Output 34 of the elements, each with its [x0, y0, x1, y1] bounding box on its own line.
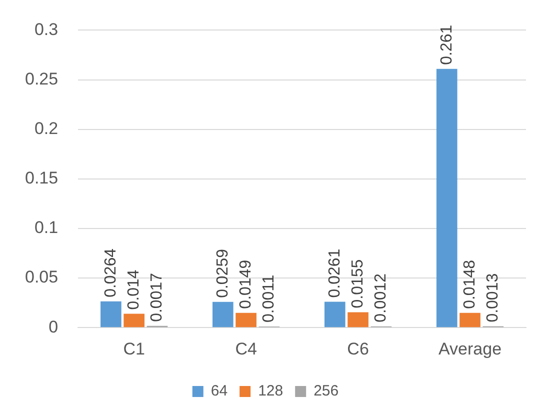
- data-label: 0.0259: [214, 248, 232, 298]
- y-tick-label: 0.25: [24, 69, 58, 88]
- data-label: 0.0013: [484, 273, 502, 322]
- data-label: 0.0261: [326, 248, 344, 298]
- bar: [124, 314, 144, 328]
- legend-label: 128: [258, 382, 284, 400]
- y-tick-label: 0: [48, 317, 58, 336]
- data-label: 0.0149: [237, 260, 254, 309]
- y-tick-label: 0.05: [24, 268, 58, 287]
- data-label: 0.261: [438, 24, 456, 65]
- data-label: 0.0148: [461, 260, 478, 309]
- y-tick-label: 0.3: [34, 20, 58, 39]
- data-label: 0.0012: [372, 273, 390, 322]
- y-tick-label: 0.15: [24, 168, 58, 188]
- bar: [100, 301, 122, 328]
- data-label: 0.0264: [102, 248, 120, 298]
- bar: [212, 302, 234, 328]
- data-label: 0.014: [125, 270, 142, 310]
- y-tick-label: 0.1: [34, 218, 58, 238]
- x-tick-label: C1: [123, 339, 145, 358]
- data-label: 0.0155: [349, 259, 366, 308]
- bar: [324, 302, 346, 328]
- bar: [460, 312, 480, 328]
- legend-label: 64: [210, 382, 228, 400]
- x-tick-label: C4: [235, 339, 257, 358]
- y-tick-label: 0.2: [34, 119, 58, 138]
- bar: [236, 312, 256, 328]
- x-tick-label: Average: [438, 339, 502, 358]
- bar: [436, 68, 458, 328]
- data-label: 0.0017: [148, 272, 166, 322]
- legend-label: 256: [314, 382, 339, 400]
- x-tick-label: C6: [347, 339, 369, 358]
- bar: [348, 312, 368, 328]
- data-label: 0.0011: [260, 274, 278, 323]
